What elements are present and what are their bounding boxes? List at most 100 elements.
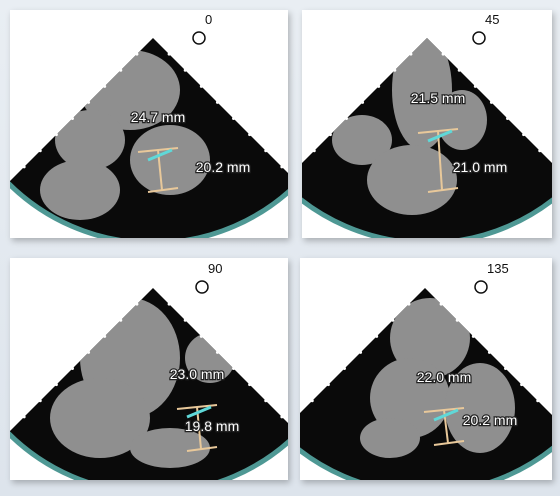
edge-dot [199,84,203,88]
edge-dot [439,302,443,306]
edge-dot [342,367,346,371]
edge-dot [377,84,381,88]
edge-dot [391,318,395,322]
view: 21.5 mm 21.0 mm 45 [302,12,552,238]
edge-dot [199,334,203,338]
edge-dot [312,149,316,153]
measurement: 21.0 mm [453,159,507,175]
measurement: 23.0 mm [170,366,224,382]
edge-dot [361,100,365,104]
edge-dot [54,133,58,137]
edge-dot [232,117,236,121]
edge-dot [489,100,493,104]
edge-dot [326,383,330,387]
edge-dot [264,149,268,153]
edge-dot [248,383,252,387]
sector-arc [10,181,288,238]
measurement: 20.2 mm [463,412,517,428]
edge-dot [344,117,348,121]
edge-dot [70,117,74,121]
measurement: 21.5 mm [411,90,465,106]
caliper [437,130,443,191]
edge-dot [473,84,477,88]
angle-icon [474,280,488,294]
measurement: 20.2 mm [196,159,250,175]
angle-label: 0 [205,12,212,27]
edge-dot [264,399,268,403]
edge-dot [441,52,445,56]
angle-icon [472,31,486,45]
view: 24.7 mm 20.2 mm 0 [10,12,288,238]
edge-dot [409,52,413,56]
view-panel: 22.0 mm 20.2 mm 135 [300,258,552,480]
edge-dot [538,149,542,153]
measurement: 19.8 mm [185,418,239,434]
edge-dot [393,68,397,72]
edge-dot [135,52,139,56]
angle-icon [192,31,206,45]
edge-dot [280,415,284,419]
measurement: 22.0 mm [417,369,471,385]
sector-arc [302,197,552,238]
valve-line [186,405,212,419]
edge-dot [54,383,58,387]
angle-label: 45 [485,12,499,27]
edge-dot [87,100,91,104]
anatomy [360,298,515,458]
edge-dot [215,350,219,354]
tissue [130,428,210,468]
edge-dot [22,165,26,169]
valve-line [147,148,173,162]
sector-arc [300,445,552,480]
edge-dot [471,334,475,338]
edge-dot [103,84,107,88]
tissue [130,125,210,195]
edge-dot [167,302,171,306]
tissue [50,378,150,458]
caliper [147,187,179,193]
edge-dot [183,68,187,72]
tissue [40,160,120,220]
valve-line [427,129,453,143]
edge-dot [22,415,26,419]
edge-dot [504,367,508,371]
edge-dot [280,165,284,169]
view: 23.0 mm 19.8 mm 90 [10,261,288,480]
tissue [437,90,487,150]
edge-dot [457,68,461,72]
edge-dot [103,334,107,338]
angle-label: 90 [208,261,222,276]
anatomy [332,38,487,215]
tissue [55,110,125,170]
caliper [186,446,218,452]
edge-dot [359,350,363,354]
edge-dot [520,383,524,387]
caliper [427,187,459,193]
edge-dot [38,149,42,153]
edge-dot [375,334,379,338]
caliper [433,440,465,446]
anatomy [40,50,210,220]
tissue [360,418,420,458]
edge-dot [536,399,540,403]
edge-dot [407,302,411,306]
valve-line [433,408,459,422]
edge-dot [119,318,123,322]
edge-dot [38,399,42,403]
edge-dot [87,350,91,354]
edge-dot [119,68,123,72]
edge-dot [522,133,526,137]
edge-dot [135,302,139,306]
edge-dot [328,133,332,137]
edge-dot [248,133,252,137]
edge-dot [506,117,510,121]
view-panel: 24.7 mm 20.2 mm 0 [10,10,288,238]
tissue [332,115,392,165]
view-panel: 21.5 mm 21.0 mm 45 [302,10,552,238]
edge-dot [455,318,459,322]
angle-label: 135 [487,261,509,276]
sector-arc [10,431,288,480]
view-panel: 23.0 mm 19.8 mm 90 [10,258,288,480]
angle-icon [195,280,209,294]
